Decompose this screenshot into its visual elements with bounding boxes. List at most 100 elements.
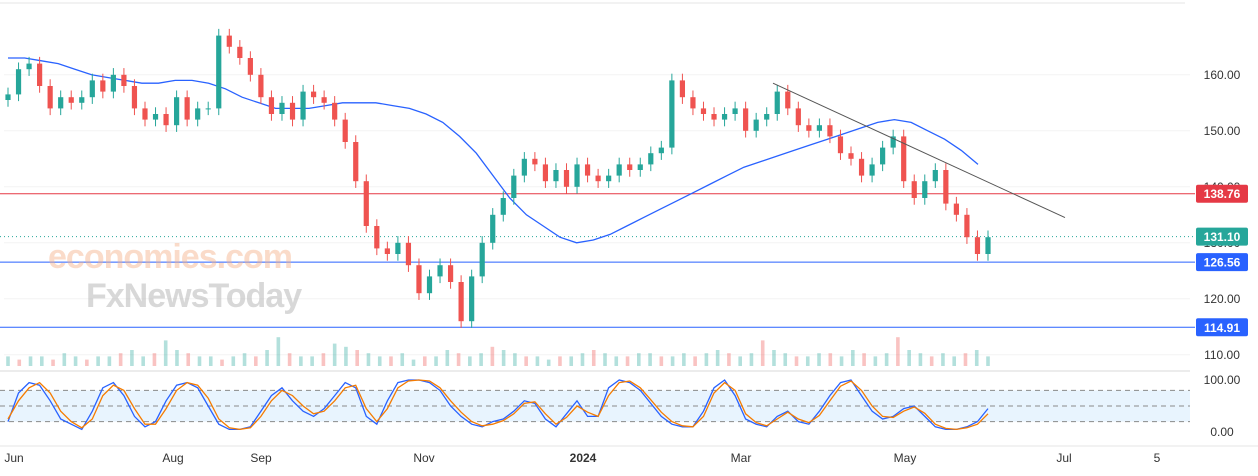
candle-body	[806, 125, 812, 131]
stochastic-tick-label: 0.00	[1210, 425, 1234, 439]
volume-bar	[411, 359, 416, 366]
candle-body	[637, 164, 643, 170]
volume-bar	[28, 356, 33, 366]
candle-body	[89, 80, 95, 98]
candle-body	[79, 97, 85, 103]
volume-bar	[186, 353, 191, 366]
volume-bar	[648, 353, 652, 366]
time-tick-label: Sep	[250, 451, 272, 465]
volume-bar	[39, 356, 44, 366]
volume-bar	[321, 353, 326, 366]
candle-body	[837, 136, 844, 154]
volume-bar	[141, 356, 145, 366]
volume-histogram	[6, 337, 990, 366]
candle-body	[469, 276, 475, 322]
candle-body	[363, 181, 369, 226]
volume-bar	[805, 356, 810, 366]
candle-body	[721, 114, 728, 120]
candle-body	[542, 164, 549, 182]
candle-body	[880, 147, 886, 165]
volume-bar	[637, 353, 641, 366]
candle-body	[974, 237, 981, 254]
price-level-badge: 138.76	[1196, 184, 1248, 203]
candle-body	[37, 63, 43, 86]
time-tick-label: Aug	[162, 451, 183, 465]
candle-body	[521, 158, 527, 176]
candle-body	[816, 125, 822, 131]
candle-body	[384, 248, 390, 254]
candle-body	[58, 97, 64, 109]
volume-bar	[434, 356, 438, 366]
candle-body	[953, 203, 959, 215]
volume-bar	[929, 356, 934, 366]
moving-average-line	[8, 57, 979, 244]
candle-body	[858, 158, 865, 176]
volume-bar	[513, 353, 517, 366]
price-level-badge: 126.56	[1196, 253, 1248, 272]
time-tick-label: 5	[1154, 451, 1161, 465]
volume-bar	[524, 356, 528, 366]
volume-bar	[355, 350, 359, 366]
candle-body	[764, 114, 770, 120]
volume-bar	[242, 353, 247, 366]
candle-body	[237, 46, 243, 58]
candle-body	[342, 119, 348, 142]
candle-body	[374, 226, 380, 249]
volume-bar	[760, 340, 765, 366]
volume-bar	[208, 356, 213, 366]
candle-body	[26, 63, 32, 70]
volume-bar	[772, 350, 776, 366]
candle-body	[606, 175, 612, 182]
watermark: economies.com FxNewsToday	[48, 238, 303, 315]
volume-bar	[963, 353, 968, 366]
candle-body	[332, 102, 338, 120]
volume-bar	[445, 350, 450, 366]
volume-bar	[907, 350, 911, 366]
stochastic-line	[7, 379, 989, 431]
volume-bar	[580, 353, 585, 366]
candle-body	[584, 164, 591, 176]
grid-lines	[0, 2, 1258, 447]
candle-body	[700, 108, 707, 114]
candle-body	[152, 114, 159, 120]
volume-bar	[231, 356, 236, 366]
volume-bar	[603, 353, 607, 366]
candle-body	[5, 94, 11, 100]
candle-body	[532, 158, 538, 165]
volume-bar	[704, 353, 709, 366]
volume-bar	[6, 356, 10, 366]
candles	[5, 28, 991, 328]
volume-bar	[501, 350, 506, 366]
candle-body	[774, 91, 780, 114]
volume-bar	[62, 353, 67, 366]
volume-bar	[693, 356, 697, 366]
candle-body	[289, 102, 296, 120]
candle-body	[15, 69, 22, 95]
candle-body	[711, 114, 717, 120]
candle-body	[616, 164, 622, 176]
volume-bar	[51, 359, 55, 366]
volume-bar	[468, 356, 472, 366]
price-level-label: 138.76	[1204, 187, 1241, 201]
candle-body	[743, 108, 749, 131]
candle-body	[353, 142, 359, 182]
stochastic-pane	[0, 379, 1190, 431]
candle-body	[658, 147, 664, 154]
candle-body	[901, 136, 907, 182]
stochastic-tick-label: 100.00	[1204, 373, 1241, 387]
volume-bar	[558, 356, 562, 366]
volume-bar	[276, 337, 281, 366]
price-level-badge-bg	[1196, 318, 1248, 337]
price-level-badge: 114.91	[1196, 318, 1248, 337]
candle-body	[627, 164, 633, 170]
price-level-badge-bg	[1196, 227, 1248, 246]
candle-body	[500, 198, 506, 215]
price-level-lines	[0, 193, 1195, 328]
volume-bar	[254, 356, 258, 366]
time-tick-label: Jul	[1056, 451, 1071, 465]
volume-bar	[546, 359, 551, 366]
volume-bar	[163, 340, 168, 366]
volume-bar	[96, 356, 100, 366]
volume-bar	[118, 353, 123, 366]
